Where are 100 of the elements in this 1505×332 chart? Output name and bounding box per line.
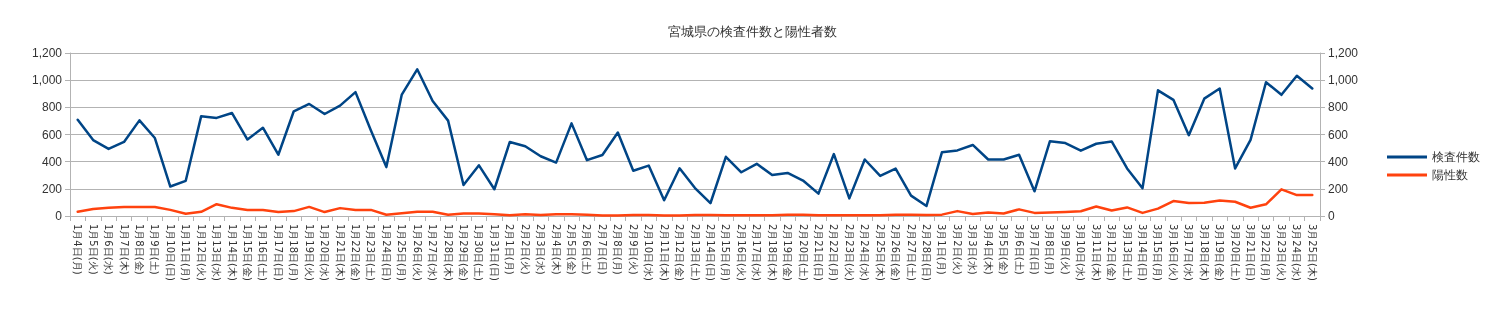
line-series	[76, 188, 1314, 217]
y-tick-label: 1,000	[31, 73, 63, 88]
y-tick-label: 400	[41, 154, 63, 169]
chart-title: 宮城県の検査件数と陽性者数	[668, 24, 837, 39]
x-tick-label: 3月8日(月)	[1044, 224, 1056, 275]
x-tick-label: 3月14日(日)	[1137, 224, 1149, 281]
x-tick-label: 2月18日(木)	[766, 224, 778, 281]
x-tick-label: 2月12日(金)	[674, 224, 686, 281]
y2-tick-label: 1,000	[1328, 73, 1359, 88]
x-tick-label: 1月10日(日)	[164, 224, 176, 281]
x-tick-label: 2月10日(水)	[643, 224, 655, 281]
x-tick-label: 1月19日(火)	[303, 224, 315, 281]
y2-tick-label: 400	[1328, 154, 1349, 169]
x-tick-label: 1月28日(木)	[442, 224, 454, 281]
x-tick-label: 2月25日(木)	[874, 224, 886, 281]
x-tick-label: 2月5日(金)	[566, 224, 578, 275]
x-tick-label: 1月8日(金)	[133, 224, 145, 275]
x-tick-label: 3月21日(日)	[1245, 224, 1257, 281]
x-tick-label: 1月15日(金)	[241, 224, 253, 281]
x-tick-label: 2月11日(木)	[658, 224, 670, 281]
x-tick-label: 3月20日(土)	[1229, 224, 1241, 281]
x-tick-label: 1月17日(日)	[272, 224, 284, 281]
x-tick-label: 1月21日(木)	[334, 224, 346, 281]
x-tick-label: 3月22日(月)	[1260, 224, 1272, 281]
y-tick-label: 200	[41, 181, 63, 196]
legend-label: 検査件数	[1432, 150, 1480, 164]
y-tick-label: 600	[41, 127, 63, 142]
x-tick-label: 2月27日(土)	[905, 224, 917, 281]
x-tick-label: 3月1日(月)	[936, 224, 948, 275]
x-tick-label: 1月14日(木)	[226, 224, 238, 281]
x-tick-label: 1月9日(土)	[149, 224, 161, 275]
x-tick-label: 3月7日(日)	[1029, 224, 1041, 275]
y2-tick-label: 800	[1328, 100, 1349, 115]
x-tick-label: 2月17日(水)	[751, 224, 763, 281]
y-tick-label: 0	[55, 209, 63, 223]
x-tick-label: 3月3日(水)	[967, 224, 979, 275]
x-tick-label: 2月13日(土)	[689, 224, 701, 281]
y2-tick-label: 1,200	[1328, 46, 1359, 60]
x-tick-label: 2月1日(月)	[504, 224, 516, 275]
x-tick-label: 2月22日(月)	[828, 224, 840, 281]
x-tick-label: 3月2日(火)	[951, 224, 963, 275]
x-tick-label: 2月9日(火)	[627, 224, 639, 275]
x-tick-label: 2月7日(日)	[596, 224, 608, 275]
x-tick-label: 1月4日(月)	[72, 224, 84, 275]
x-tick-label: 1月12日(火)	[195, 224, 207, 281]
x-tick-label: 2月6日(土)	[581, 224, 593, 275]
x-tick-label: 2月3日(水)	[535, 224, 547, 275]
x-tick-label: 1月27日(水)	[427, 224, 439, 281]
x-tick-label: 3月23日(火)	[1275, 224, 1287, 281]
y-tick-label: 1,200	[31, 46, 63, 60]
y-tick-label: 800	[41, 100, 63, 115]
x-tick-label: 3月4日(木)	[982, 224, 994, 275]
y2-tick-label: 200	[1328, 181, 1349, 196]
x-tick-label: 3月9日(火)	[1059, 224, 1071, 275]
x-tick-label: 2月2日(火)	[519, 224, 531, 275]
x-tick-label: 2月14日(日)	[704, 224, 716, 281]
x-tick-label: 3月6日(土)	[1013, 224, 1025, 275]
x-tick-label: 3月12日(金)	[1106, 224, 1118, 281]
x-tick-label: 3月5日(金)	[998, 224, 1010, 275]
x-tick-label: 2月19日(金)	[782, 224, 794, 281]
x-tick-label: 1月16日(土)	[257, 224, 269, 281]
x-tick-label: 3月13日(土)	[1121, 224, 1133, 281]
x-tick-label: 3月17日(水)	[1183, 224, 1195, 281]
x-tick-label: 2月24日(水)	[859, 224, 871, 281]
x-tick-label: 1月20日(水)	[319, 224, 331, 281]
x-tick-label: 1月24日(日)	[380, 224, 392, 281]
x-tick-label: 1月31日(日)	[488, 224, 500, 281]
x-tick-label: 1月25日(月)	[396, 224, 408, 281]
x-tick-label: 1月6日(水)	[103, 224, 115, 275]
x-tick-label: 1月13日(水)	[211, 224, 223, 281]
x-tick-label: 2月8日(月)	[612, 224, 624, 275]
legend-label: 陽性数	[1432, 168, 1468, 182]
x-tick-label: 1月22日(金)	[349, 224, 361, 281]
x-tick-label: 2月26日(金)	[890, 224, 902, 281]
x-tick-label: 1月26日(火)	[411, 224, 423, 281]
x-tick-label: 1月30日(土)	[473, 224, 485, 281]
x-tick-label: 3月10日(水)	[1075, 224, 1087, 281]
x-tick-label: 2月21日(日)	[812, 224, 824, 281]
x-tick-label: 1月11日(月)	[180, 224, 192, 281]
x-tick-label: 3月16日(火)	[1167, 224, 1179, 281]
x-tick-label: 2月20日(土)	[797, 224, 809, 281]
x-tick-label: 1月5日(火)	[87, 224, 99, 275]
x-tick-label: 1月29日(金)	[458, 224, 470, 281]
x-tick-label: 3月15日(月)	[1152, 224, 1164, 281]
x-tick-label: 3月25日(木)	[1306, 224, 1318, 281]
x-tick-label: 2月23日(火)	[843, 224, 855, 281]
x-tick-label: 2月4日(木)	[550, 224, 562, 275]
x-tick-label: 3月18日(木)	[1198, 224, 1210, 281]
x-tick-label: 1月18日(月)	[288, 224, 300, 281]
x-tick-label: 1月7日(木)	[118, 224, 130, 275]
x-tick-label: 2月16日(火)	[735, 224, 747, 281]
x-tick-label: 3月19日(金)	[1214, 224, 1226, 281]
x-tick-label: 3月24日(水)	[1291, 224, 1303, 281]
x-tick-label: 3月11日(木)	[1090, 224, 1102, 281]
x-tick-label: 2月28日(日)	[920, 224, 932, 281]
x-tick-label: 2月15日(月)	[720, 224, 732, 281]
x-tick-label: 1月23日(土)	[365, 224, 377, 281]
line-series	[76, 68, 1314, 208]
y2-tick-label: 0	[1328, 209, 1335, 223]
y2-tick-label: 600	[1328, 127, 1349, 142]
